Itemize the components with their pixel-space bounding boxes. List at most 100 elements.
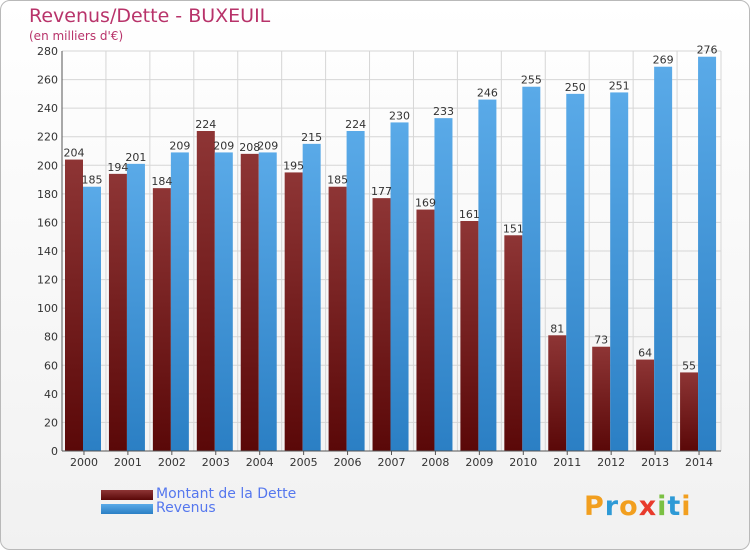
x-tick-label: 2000 xyxy=(70,456,98,469)
bar-debt xyxy=(548,335,567,451)
value-label: 215 xyxy=(301,131,322,144)
bar-debt xyxy=(504,235,523,451)
value-label: 64 xyxy=(638,347,652,360)
x-tick-label: 2014 xyxy=(685,456,713,469)
bar-debt xyxy=(680,372,699,451)
value-label: 208 xyxy=(239,141,260,154)
x-tick-label: 2012 xyxy=(597,456,625,469)
value-label: 224 xyxy=(195,118,216,131)
x-tick-label: 2009 xyxy=(465,456,493,469)
y-tick-label: 60 xyxy=(44,359,58,372)
y-tick-label: 0 xyxy=(51,445,58,458)
value-label: 230 xyxy=(389,109,410,122)
bar-revenue xyxy=(83,186,101,451)
proxiti-logo: Proxiti xyxy=(584,491,692,522)
bar-revenue xyxy=(346,131,365,451)
x-tick-label: 2007 xyxy=(378,456,406,469)
value-label: 204 xyxy=(64,147,85,160)
logo-letter: r xyxy=(604,491,620,522)
value-label: 276 xyxy=(697,44,718,57)
x-tick-label: 2008 xyxy=(421,456,449,469)
value-label: 251 xyxy=(609,79,630,92)
bar-debt xyxy=(460,221,479,451)
y-tick-label: 260 xyxy=(37,74,58,87)
value-label: 161 xyxy=(459,208,480,221)
value-labels: 204 194 184 224 208 195 185 177 169 161 151 81 73 64 5… xyxy=(64,44,718,373)
y-tick-label: 160 xyxy=(37,216,58,229)
x-tick-label: 2013 xyxy=(641,456,669,469)
bar-revenue xyxy=(214,152,233,451)
value-label: 233 xyxy=(433,105,454,118)
y-tick-label: 80 xyxy=(44,331,58,344)
bar-revenue xyxy=(390,122,409,451)
value-label: 255 xyxy=(521,74,542,87)
x-tick-label: 2010 xyxy=(509,456,537,469)
value-label: 269 xyxy=(653,54,674,67)
value-label: 169 xyxy=(415,197,436,210)
value-label: 73 xyxy=(594,334,608,347)
bar-revenue xyxy=(170,152,189,451)
value-label: 151 xyxy=(503,222,524,235)
value-label: 246 xyxy=(477,87,498,100)
bar-revenue xyxy=(434,118,453,452)
x-tick-label: 2002 xyxy=(158,456,186,469)
logo-letter: x xyxy=(638,491,658,522)
bar-debt xyxy=(240,153,259,451)
bar-revenue xyxy=(566,93,585,451)
x-tick-label: 2001 xyxy=(114,456,142,469)
value-label: 224 xyxy=(345,118,366,131)
y-tick-label: 100 xyxy=(37,302,58,315)
x-tick-label: 2011 xyxy=(553,456,581,469)
bar-revenue xyxy=(258,152,277,451)
y-tick-label: 20 xyxy=(44,416,58,429)
bar-revenue xyxy=(610,92,629,451)
value-label: 209 xyxy=(169,139,190,152)
bar-debt xyxy=(636,359,655,451)
bar-revenue xyxy=(698,56,717,451)
y-tick-label: 280 xyxy=(37,45,58,58)
x-tick-label: 2004 xyxy=(246,456,274,469)
bar-revenue xyxy=(302,143,321,451)
bars xyxy=(65,56,717,452)
bar-revenue xyxy=(654,66,673,451)
value-label: 209 xyxy=(213,139,234,152)
legend-swatch-debt xyxy=(101,490,153,500)
value-label: 209 xyxy=(257,139,278,152)
logo-letter: i xyxy=(657,491,668,522)
bar-debt xyxy=(592,346,611,451)
chart-subtitle: (en milliers d'€) xyxy=(29,29,124,43)
bar-debt xyxy=(328,186,347,451)
x-tick-label: 2006 xyxy=(334,456,362,469)
y-tick-label: 40 xyxy=(44,388,58,401)
axes: 0 20 40 60 80 100 120 140 160 180 200 220 240 260 280 2… xyxy=(37,45,721,469)
y-tick-label: 220 xyxy=(37,131,58,144)
logo-letter: P xyxy=(584,491,605,522)
bar-debt xyxy=(152,188,171,451)
chart-title: Revenus/Dette - BUXEUIL xyxy=(29,5,271,27)
y-tick-label: 180 xyxy=(37,188,58,201)
bar-debt xyxy=(108,173,127,451)
value-label: 55 xyxy=(682,359,696,372)
legend-label-revenue: Revenus xyxy=(156,500,216,516)
value-label: 184 xyxy=(151,175,172,188)
bar-revenue xyxy=(522,86,541,451)
x-tick-label: 2003 xyxy=(202,456,230,469)
value-label: 250 xyxy=(565,81,586,94)
value-label: 195 xyxy=(283,159,304,172)
bar-debt xyxy=(416,209,435,451)
value-label: 201 xyxy=(125,151,146,164)
bar-debt xyxy=(372,198,391,451)
x-tick-label: 2005 xyxy=(290,456,318,469)
bar-debt xyxy=(65,159,83,452)
value-label: 177 xyxy=(371,185,392,198)
bar-debt xyxy=(284,172,303,451)
legend-swatch-revenue xyxy=(101,504,153,514)
value-label: 185 xyxy=(327,174,348,187)
y-tick-label: 120 xyxy=(37,274,58,287)
legend-label-debt: Montant de la Dette xyxy=(156,486,297,502)
logo-letter: t xyxy=(667,491,682,522)
logo-letter: o xyxy=(619,491,639,522)
value-label: 194 xyxy=(107,161,128,174)
